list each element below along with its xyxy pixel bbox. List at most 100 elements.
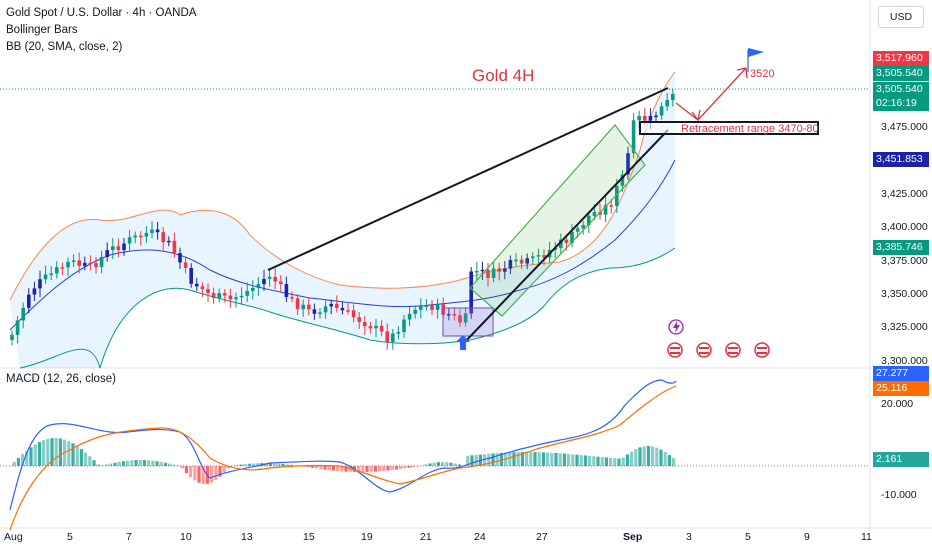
date-tick: Aug — [4, 531, 23, 543]
indicator-macd[interactable]: MACD (12, 26, close) — [6, 373, 116, 385]
histogram-bar — [281, 463, 285, 466]
us-flag-event-icon[interactable] — [696, 342, 712, 358]
candle-body — [99, 256, 104, 268]
date-tick: 3 — [686, 531, 692, 543]
candle-body — [161, 232, 165, 243]
histogram-bar — [625, 454, 629, 466]
histogram-bar — [403, 466, 407, 469]
candle-body — [211, 293, 216, 299]
candle-body — [486, 269, 490, 278]
histogram-bar — [58, 438, 62, 466]
histogram-bar — [79, 449, 83, 466]
histogram-bar — [634, 449, 638, 466]
histogram-bar — [88, 456, 92, 466]
lower-trendline — [461, 129, 669, 346]
histogram-bar — [142, 460, 146, 466]
flag-stripe — [728, 347, 738, 349]
histogram-bar — [134, 460, 138, 466]
histogram-bar — [113, 462, 117, 466]
histogram-bar — [550, 452, 554, 466]
histogram-bar — [92, 460, 96, 466]
candle-body — [659, 106, 664, 116]
histogram-bar — [247, 463, 251, 466]
candle-body — [245, 290, 249, 296]
histogram-bar — [567, 453, 571, 466]
candle-body — [167, 240, 171, 243]
us-flag-event-icon[interactable] — [725, 342, 741, 358]
histogram-bar — [424, 464, 428, 466]
histogram-bar — [121, 461, 125, 466]
price-tick: 3,350.000 — [881, 288, 928, 300]
histogram-bar — [163, 462, 167, 466]
candle-body — [200, 286, 205, 290]
candle-body — [469, 271, 473, 314]
blue-flag-icon[interactable] — [748, 48, 764, 57]
histogram-bar — [508, 452, 512, 466]
histogram-bar — [29, 447, 33, 466]
histogram-bar — [588, 455, 592, 466]
indicator-bb[interactable]: BB (20, SMA, close, 2) — [6, 41, 123, 53]
candle-body — [587, 215, 591, 226]
candle-body — [144, 233, 149, 237]
candle-body — [295, 298, 300, 310]
bollinger-basis — [9, 159, 676, 331]
us-flag-event-icon[interactable] — [667, 342, 683, 358]
candle-body — [251, 287, 255, 291]
histogram-bar — [457, 464, 461, 466]
flag-stripe — [757, 347, 767, 349]
flag-stripe — [670, 352, 680, 354]
histogram-bar — [428, 463, 432, 466]
flag-stripe — [699, 347, 709, 349]
candle-body — [116, 246, 121, 251]
candle-body — [570, 231, 574, 243]
histogram-bar — [218, 466, 222, 477]
histogram-bar — [285, 464, 289, 466]
candle-body — [626, 153, 630, 175]
candle-body — [234, 297, 238, 300]
histogram-bar — [646, 446, 650, 466]
histogram-bar — [273, 463, 277, 466]
candle-body — [396, 332, 401, 334]
candle-body — [424, 305, 429, 307]
histogram-bar — [147, 460, 151, 466]
histogram-bar — [386, 466, 390, 471]
candle-body — [592, 212, 597, 216]
us-flag-event-icon[interactable] — [754, 342, 770, 358]
candle-body — [497, 268, 501, 272]
currency-button[interactable]: USD — [878, 6, 924, 28]
histogram-bar — [96, 464, 100, 466]
candle-body — [542, 255, 546, 258]
histogram-bar — [529, 452, 533, 466]
candle-body — [508, 260, 513, 269]
candle-body — [38, 279, 42, 289]
candle-body — [155, 229, 160, 233]
histogram-bar — [651, 446, 655, 466]
candle-body — [491, 268, 496, 278]
flag-stripe — [699, 352, 709, 354]
candle-body — [665, 100, 669, 107]
candle-body — [105, 250, 109, 257]
histogram-bar — [105, 464, 109, 466]
candle-body — [503, 268, 507, 272]
histogram-bar — [495, 453, 499, 466]
histogram-bar — [663, 452, 667, 466]
indicator-bollinger-bars[interactable]: Bollinger Bars — [6, 24, 78, 36]
histogram-bar — [407, 466, 411, 468]
histogram-bar — [277, 463, 281, 466]
candle-body — [564, 239, 569, 243]
lightning-event-icon[interactable] — [668, 319, 684, 335]
histogram-bar — [520, 452, 524, 466]
histogram-bar — [432, 462, 436, 466]
histogram-bar — [138, 460, 142, 466]
histogram-bar — [252, 463, 256, 466]
us-flag-event-icons[interactable] — [667, 342, 770, 358]
symbol-title[interactable]: Gold Spot / U.S. Dollar · 4h · OANDA — [6, 7, 197, 19]
date-tick: Sep — [623, 531, 643, 543]
histogram-bar — [659, 449, 663, 466]
candle-body — [631, 120, 636, 154]
macd-line — [9, 379, 677, 511]
histogram-bar — [331, 466, 335, 471]
histogram-bar — [390, 466, 394, 470]
histogram-bar — [609, 457, 613, 466]
